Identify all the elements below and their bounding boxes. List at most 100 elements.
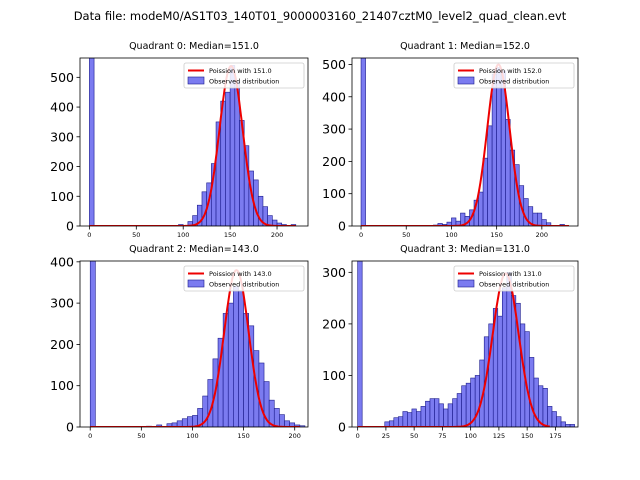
x-tick-label: 200 xyxy=(271,231,283,239)
histogram-bar xyxy=(360,58,366,226)
legend-curve-label: Poission with 131.0 xyxy=(479,270,542,278)
y-tick-label: 300 xyxy=(322,122,346,137)
x-tick-label: 100 xyxy=(186,432,198,440)
histogram-bar xyxy=(501,287,508,427)
histogram-bar xyxy=(560,421,566,427)
legend-bar-label: Observed distribution xyxy=(209,281,279,289)
axes-frame xyxy=(79,57,309,227)
y-tick-label: 100 xyxy=(50,378,74,393)
histogram-bars xyxy=(357,261,575,427)
histogram-bar xyxy=(89,261,96,427)
histogram-bar xyxy=(547,406,553,427)
histogram-bar xyxy=(461,385,467,427)
histogram-bar xyxy=(497,315,503,427)
quadrant-2-panel: Quadrant 2: Median=143.0 0 50 100 150 200 0 100… xyxy=(50,244,309,440)
histogram-bar xyxy=(181,418,188,427)
histogram-bar xyxy=(456,393,462,427)
y-tick-label: 200 xyxy=(50,159,74,174)
histogram-bar xyxy=(416,411,422,427)
legend-curve-label: Poission with 143.0 xyxy=(209,270,272,278)
histogram-bar xyxy=(465,382,471,427)
histogram-bar xyxy=(411,408,417,427)
histogram-bar xyxy=(556,416,562,427)
y-tick-label: 500 xyxy=(50,70,74,85)
y-tick-label: 400 xyxy=(50,100,74,115)
x-tick-label: 125 xyxy=(493,432,505,440)
histogram-bar xyxy=(357,261,363,427)
quadrant-0-panel: Quadrant 0: Median=151.0 0 50 100 150 200 0 100… xyxy=(50,41,309,239)
y-tick-label: 0 xyxy=(66,420,74,435)
y-tick-label: 100 xyxy=(322,368,346,383)
panels: Quadrant 0: Median=151.0 0 50 100 150 200 0 100… xyxy=(50,41,579,440)
histogram-bar xyxy=(443,408,449,427)
legend-bar-swatch xyxy=(187,76,205,85)
histogram-bar xyxy=(420,406,426,427)
histogram-bar xyxy=(238,290,244,427)
histogram-bar xyxy=(425,400,431,427)
x-tick-label: 100 xyxy=(445,231,457,239)
axes-frame xyxy=(351,260,579,428)
histogram-bar xyxy=(487,125,493,226)
legend-bar-swatch xyxy=(457,279,475,288)
poisson-curve xyxy=(361,63,569,226)
legend-box xyxy=(183,265,305,292)
histogram-bar xyxy=(474,375,480,427)
histogram-bar xyxy=(273,408,280,427)
histogram-bar xyxy=(229,65,236,226)
y-tick-label: 300 xyxy=(50,129,74,144)
legend-box xyxy=(453,265,575,292)
legend-box xyxy=(453,62,575,89)
x-tick-label: 100 xyxy=(464,432,476,440)
legend-box xyxy=(183,62,305,89)
legend: Poission with 151.0 Observed distribution xyxy=(183,62,305,89)
histogram-bar xyxy=(393,417,399,427)
histogram-bar xyxy=(447,403,453,427)
poisson-curve xyxy=(89,64,296,226)
histogram-bar xyxy=(233,286,239,427)
histogram-bar xyxy=(225,91,231,226)
histogram-bar xyxy=(299,425,306,427)
x-tick-label: 0 xyxy=(87,231,91,239)
histogram-bar xyxy=(542,388,548,427)
y-tick-label: 400 xyxy=(322,89,346,104)
x-tick-label: 200 xyxy=(288,432,300,440)
legend: Poission with 152.0 Observed distribution xyxy=(453,62,575,89)
x-tick-label: 0 xyxy=(356,432,360,440)
x-tick-label: 50 xyxy=(137,432,145,440)
x-tick-label: 175 xyxy=(549,432,561,440)
y-tick-label: 100 xyxy=(322,186,346,201)
histogram-bar xyxy=(227,302,234,427)
y-tick-label: 200 xyxy=(322,154,346,169)
histogram-bars xyxy=(89,261,306,427)
y-tick-label: 300 xyxy=(322,265,346,280)
x-tick-label: 100 xyxy=(177,231,189,239)
y-tick-label: 0 xyxy=(338,420,346,435)
histogram-bar xyxy=(156,424,163,427)
x-tick-label: 150 xyxy=(521,432,533,440)
legend-bar-label: Observed distribution xyxy=(209,78,279,86)
histogram-bar xyxy=(187,416,193,427)
figure-title: Data file: modeM0/AS1T03_140T01_90000031… xyxy=(74,9,567,23)
histogram-bar xyxy=(529,357,535,427)
histogram-bar xyxy=(506,272,512,427)
y-tick-label: 400 xyxy=(50,254,74,269)
x-tick-label: 0 xyxy=(88,432,92,440)
x-tick-label: 25 xyxy=(382,432,390,440)
legend-bar-swatch xyxy=(187,279,205,288)
histogram-bar xyxy=(429,398,435,427)
poisson-curve xyxy=(357,272,550,427)
histogram-bar xyxy=(452,398,458,427)
legend-curve-label: Poission with 152.0 xyxy=(479,67,542,75)
poisson-curve xyxy=(90,268,300,427)
x-tick-label: 50 xyxy=(132,231,140,239)
x-tick-label: 150 xyxy=(237,432,249,440)
histogram-bar xyxy=(407,412,413,427)
legend-curve-label: Poission with 151.0 xyxy=(209,67,272,75)
histogram-bar xyxy=(478,191,484,226)
x-tick-label: 150 xyxy=(224,231,236,239)
histogram-bar xyxy=(402,411,408,427)
y-tick-label: 100 xyxy=(50,189,74,204)
histogram-bar xyxy=(551,411,557,427)
y-tick-label: 300 xyxy=(50,296,74,311)
legend: Poission with 131.0 Observed distribution xyxy=(453,265,575,292)
